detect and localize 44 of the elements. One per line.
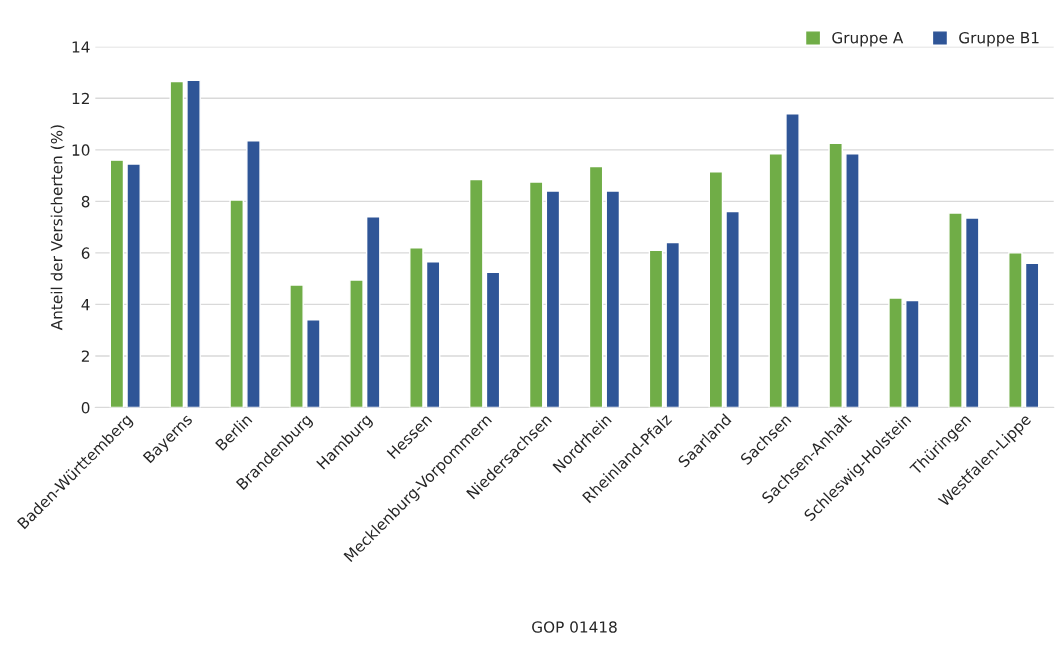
bar: [365, 216, 381, 408]
y-tick-label: 8: [81, 195, 90, 208]
bar: [186, 79, 201, 408]
y-tick-label: 0: [81, 401, 90, 414]
bar: [665, 241, 681, 408]
bar: [1024, 262, 1040, 408]
bar: [828, 142, 843, 408]
bar: [708, 171, 724, 408]
x-axis-title: GOP 01418: [532, 621, 617, 633]
bar: [169, 80, 185, 408]
bar: [528, 181, 544, 408]
y-tick-label: 10: [72, 144, 90, 156]
bar: [229, 199, 244, 408]
bar: [648, 249, 664, 408]
bar: [588, 165, 604, 408]
bar: [768, 152, 784, 408]
bar: [468, 178, 484, 408]
bar: [605, 190, 621, 408]
bar: [126, 163, 141, 408]
bar: [1008, 252, 1023, 408]
bar: [349, 279, 364, 408]
y-tick-label: 2: [81, 350, 89, 362]
legend-label: Gruppe A: [832, 31, 904, 47]
y-tick-label: 6: [81, 247, 90, 259]
bar: [948, 212, 963, 408]
bar: [485, 271, 501, 408]
bar: [888, 297, 903, 408]
bar: [425, 261, 441, 408]
y-axis-title: Anteil der Versicherten (%): [50, 125, 65, 331]
legend-label: Gruppe B1: [959, 31, 1039, 47]
bar: [409, 247, 424, 408]
bar: [545, 190, 561, 408]
bar: [845, 152, 860, 408]
y-tick-label: 12: [72, 92, 89, 105]
bar: [109, 159, 125, 408]
y-tick-label: 4: [81, 299, 90, 311]
bar: [964, 217, 980, 408]
bar: [905, 299, 920, 408]
bar: [306, 319, 321, 408]
bar: [289, 284, 304, 408]
y-tick-label: 14: [72, 41, 90, 53]
bar: [246, 140, 261, 408]
bar: [725, 210, 740, 408]
bar: [785, 113, 800, 408]
